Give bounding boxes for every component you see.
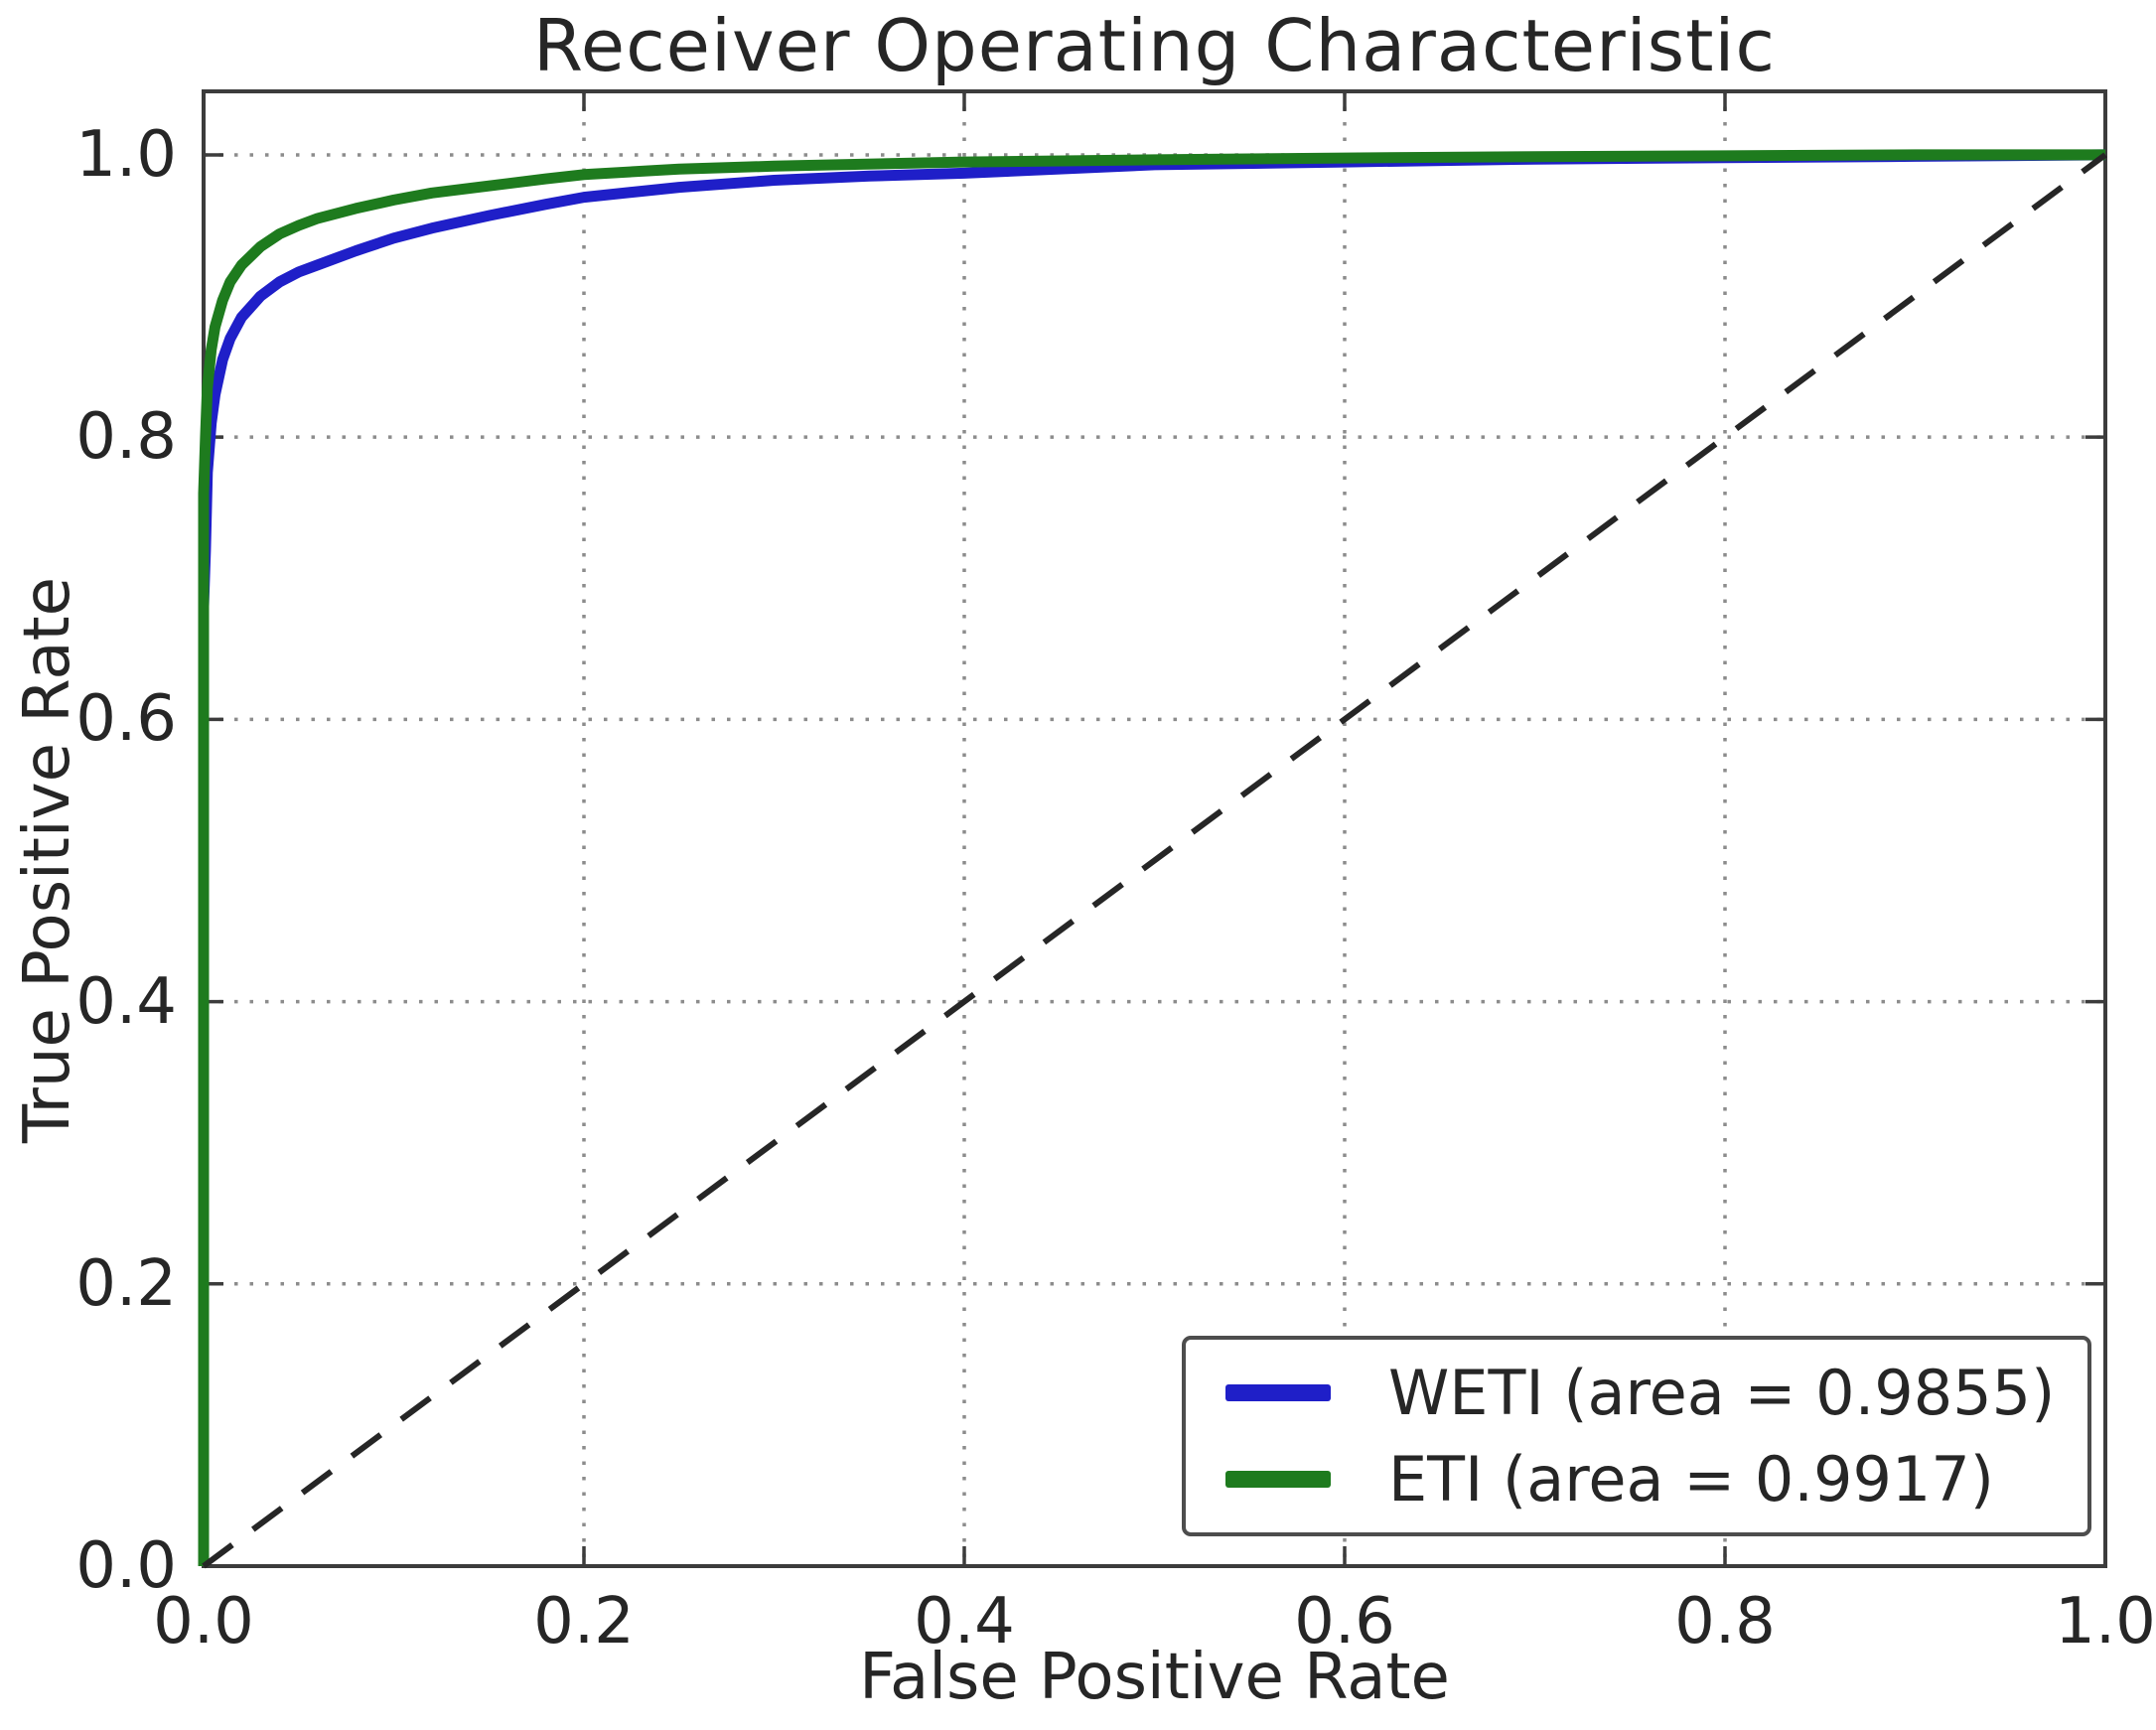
x-tick-label: 0.2 — [533, 1585, 635, 1658]
series-eti — [198, 149, 2105, 1566]
chart-title: Receiver Operating Characteristic — [532, 4, 1777, 87]
y-tick-label: 0.0 — [75, 1529, 177, 1603]
x-tick-label: 0.0 — [153, 1585, 254, 1658]
y-tick-label: 0.4 — [75, 964, 177, 1039]
y-tick-label: 0.8 — [75, 400, 177, 475]
y-tick-label: 1.0 — [75, 117, 177, 192]
legend: WETI (area = 0.9855) ETI (area = 0.9917) — [1182, 1336, 2091, 1536]
legend-swatch-weti — [1225, 1384, 1331, 1401]
x-tick-label: 0.6 — [1294, 1585, 1395, 1658]
series-chance-diagonal — [202, 152, 2107, 1569]
x-axis-label: False Positive Rate — [859, 1641, 1450, 1714]
legend-item: ETI (area = 0.9917) — [1225, 1443, 2078, 1515]
x-tick-label: 0.4 — [914, 1585, 1015, 1658]
x-tick-label: 1.0 — [2055, 1585, 2156, 1658]
legend-label: WETI (area = 0.9855) — [1388, 1357, 2056, 1429]
legend-swatch-eti — [1225, 1471, 1331, 1488]
x-tick-label: 0.8 — [1674, 1585, 1776, 1658]
y-axis-label: True Positive Rate — [11, 576, 84, 1144]
legend-item: WETI (area = 0.9855) — [1225, 1357, 2078, 1429]
y-tick-label: 0.6 — [75, 682, 177, 757]
legend-label: ETI (area = 0.9917) — [1388, 1443, 1994, 1515]
y-tick-label: 0.2 — [75, 1246, 177, 1321]
